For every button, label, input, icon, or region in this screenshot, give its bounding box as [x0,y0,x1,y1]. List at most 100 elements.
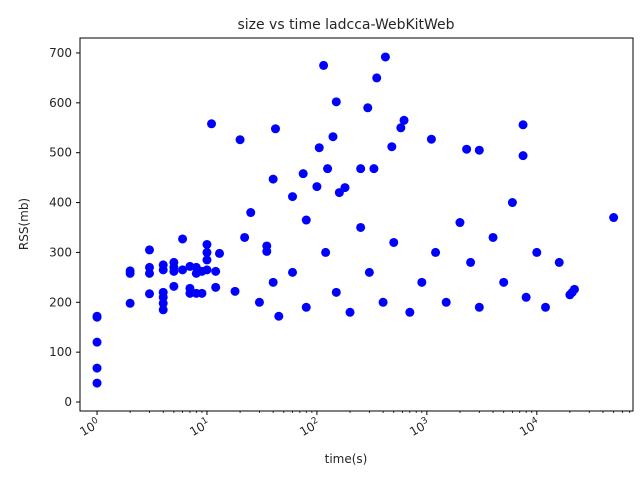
data-point [328,132,338,142]
data-point [262,241,272,251]
data-point [298,169,308,179]
data-point [474,145,484,155]
y-tick-label: 100 [49,345,72,359]
svg-text:101: 101 [187,416,213,439]
data-point [92,337,102,347]
y-tick-label: 700 [49,46,72,60]
svg-text:104: 104 [517,415,543,439]
data-point [319,60,329,70]
data-point [92,311,102,321]
data-point [215,248,224,258]
svg-text:100: 100 [77,415,103,439]
y-tick-label: 400 [49,196,72,210]
data-point [169,281,179,291]
data-point [202,247,212,257]
data-point [125,298,135,308]
data-point [455,218,465,228]
svg-text:102: 102 [297,416,323,439]
y-tick-label: 300 [49,245,72,259]
data-point [426,134,436,144]
x-axis: 100 101 102 103 104 [77,411,631,439]
x-tick-label: 102 [297,416,323,439]
data-point [441,297,451,307]
data-point [399,115,409,125]
data-point [158,260,168,270]
data-point [92,378,102,388]
data-point [340,183,350,193]
data-point [202,255,212,265]
x-tick-label: 104 [517,415,543,439]
data-point [254,297,264,307]
data-point [202,265,212,275]
data-point [178,265,188,275]
data-point [202,239,212,249]
data-point [387,142,397,152]
data-point [431,247,441,257]
data-point [518,120,528,130]
data-point [532,247,542,257]
data-point [405,307,415,317]
data-point [369,164,379,174]
points-layer [92,52,619,388]
data-point [466,257,476,267]
data-point [144,262,154,272]
data-point [312,182,322,192]
data-point [378,297,388,307]
data-point [211,282,221,292]
x-axis-title: time(s) [325,452,368,466]
data-point [144,245,154,255]
y-axis-title: RSS(mb) [17,198,31,250]
data-point [270,124,280,134]
data-point [507,198,517,208]
data-point [569,284,579,294]
data-point [125,266,135,276]
y-tick-label: 200 [49,295,72,309]
data-point [417,277,427,287]
x-tick-label: 100 [77,415,103,439]
data-point [288,192,298,202]
x-tick-label: 101 [187,416,213,439]
data-point [207,119,217,129]
data-point [288,267,298,277]
data-point [321,247,331,257]
data-point [323,164,333,174]
data-point [268,174,278,184]
data-point [211,266,221,276]
y-tick-label: 0 [64,395,72,409]
data-point [301,302,311,312]
data-point [462,144,472,154]
data-point [314,143,324,153]
data-point [521,292,531,302]
data-point [169,257,179,267]
data-point [541,302,550,312]
data-point [240,232,250,242]
data-point [178,234,188,244]
data-point [396,123,406,133]
data-point [345,307,355,317]
svg-text:103: 103 [407,416,433,439]
data-point [331,97,341,107]
data-point [144,289,154,299]
data-point [518,151,528,161]
data-point [301,215,311,225]
data-point [268,277,278,287]
data-point [274,311,284,321]
data-point [389,237,399,247]
data-point [380,52,390,62]
data-point [158,287,168,297]
data-point [554,257,564,267]
data-point [185,283,195,293]
data-point [356,164,366,174]
x-tick-label: 103 [407,416,433,439]
data-point [363,103,373,113]
data-point [230,286,240,296]
data-point [488,232,498,242]
y-axis: 0 100 200 300 400 500 600 700 [49,46,80,409]
data-point [356,222,366,232]
data-point [92,363,102,373]
data-point [499,277,509,287]
data-point [364,267,374,277]
data-point [246,208,256,218]
data-point [158,305,168,315]
